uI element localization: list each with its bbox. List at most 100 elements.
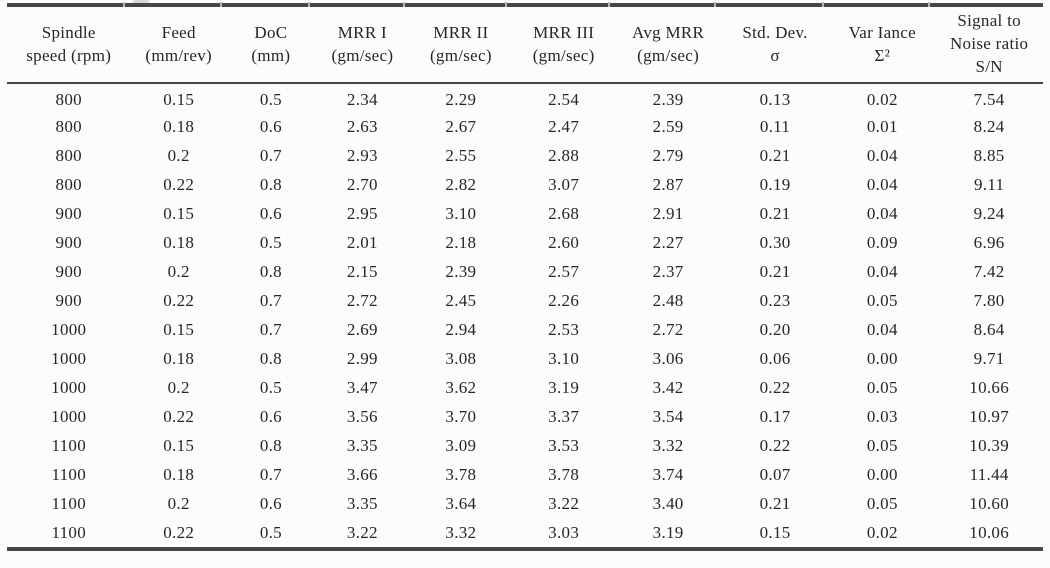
table-cell: 0.15 <box>163 435 195 455</box>
table-cell: 3.07 <box>548 174 580 194</box>
bottom-double-rule <box>7 547 1043 551</box>
table-cell: 0.5 <box>259 232 282 252</box>
table-cell: 3.22 <box>548 493 580 513</box>
table-cell: 2.68 <box>548 203 580 223</box>
table-cell: 0.19 <box>759 174 791 194</box>
table-cell: 0.00 <box>866 348 898 368</box>
table-row: 900 0.15 0.6 2.95 3.10 2.68 2.91 0.21 0.04 9.24 <box>7 199 1043 228</box>
table-cell: 0.03 <box>866 406 898 426</box>
table-cell: 3.09 <box>445 435 477 455</box>
table-cell: 0.2 <box>167 261 190 281</box>
header-mrr-3: MRR III (gm/sec) <box>511 7 616 84</box>
table-cell: 2.45 <box>445 290 477 310</box>
table-cell: 2.57 <box>548 261 580 281</box>
table-cell: 0.17 <box>759 406 791 426</box>
table-cell: 0.8 <box>259 348 282 368</box>
table-cell: 7.80 <box>973 290 1005 310</box>
header-spindle-speed: Spindle speed (rpm) <box>7 7 131 84</box>
header-sn-ratio: Signal to Noise ratio S/N <box>935 7 1043 84</box>
table-cell: 2.39 <box>652 89 684 109</box>
table-cell: 3.40 <box>652 493 684 513</box>
table-cell: 1100 <box>51 493 87 513</box>
table-cell: 3.78 <box>548 464 580 484</box>
header-row: Spindle speed (rpm) Feed (mm/rev) DoC (m… <box>7 7 1043 84</box>
table-row: 1000 0.15 0.7 2.69 2.94 2.53 2.72 0.20 0.04 8.64 <box>7 315 1043 344</box>
table-cell: 3.54 <box>652 406 684 426</box>
table-cell: 3.74 <box>652 464 684 484</box>
header-mrr-2: MRR II (gm/sec) <box>409 7 512 84</box>
table-cell: 9.71 <box>973 348 1005 368</box>
table-cell: 6.96 <box>973 232 1005 252</box>
top-double-rule <box>7 3 1043 7</box>
table-cell: 3.56 <box>346 406 378 426</box>
crop-artifact <box>133 0 149 5</box>
table-cell: 0.04 <box>866 261 898 281</box>
table-cell: 0.6 <box>259 493 282 513</box>
table-cell: 2.39 <box>445 261 477 281</box>
table-row: 900 0.22 0.7 2.72 2.45 2.26 2.48 0.23 0.05 7.80 <box>7 286 1043 315</box>
table-cell: 900 <box>55 203 82 223</box>
table-cell: 3.03 <box>548 522 580 542</box>
table-cell: 2.59 <box>652 116 684 136</box>
tick-mark <box>928 2 930 7</box>
table-cell: 0.15 <box>163 89 195 109</box>
table-cell: 0.6 <box>259 116 282 136</box>
table-cell: 3.64 <box>445 493 477 513</box>
table-cell: 2.91 <box>652 203 684 223</box>
table-cell: 0.04 <box>866 174 898 194</box>
table-cell: 0.04 <box>866 319 898 339</box>
table-cell: 8.64 <box>973 319 1005 339</box>
table-cell: 0.00 <box>866 464 898 484</box>
table-cell: 3.08 <box>445 348 477 368</box>
table-cell: 3.42 <box>652 377 684 397</box>
table-cell: 10.60 <box>969 493 1010 513</box>
table-cell: 0.21 <box>759 145 791 165</box>
table-cell: 2.67 <box>445 116 477 136</box>
table-cell: 2.93 <box>346 145 378 165</box>
table-cell: 2.82 <box>445 174 477 194</box>
table-cell: 0.8 <box>259 174 282 194</box>
table-cell: 900 <box>55 290 82 310</box>
results-table: Spindle speed (rpm) Feed (mm/rev) DoC (m… <box>7 7 1043 547</box>
table-row: 1000 0.18 0.8 2.99 3.08 3.10 3.06 0.06 0.00 9.71 <box>7 344 1043 373</box>
table-cell: 0.30 <box>759 232 791 252</box>
table-cell: 800 <box>55 145 82 165</box>
table-cell: 0.09 <box>866 232 898 252</box>
table-cell: 2.34 <box>346 89 378 109</box>
table-cell: 0.23 <box>759 290 791 310</box>
table-cell: 2.72 <box>346 290 378 310</box>
table-cell: 0.05 <box>866 377 898 397</box>
table-cell: 2.27 <box>652 232 684 252</box>
table-cell: 0.18 <box>163 232 195 252</box>
table-row: 1000 0.2 0.5 3.47 3.62 3.19 3.42 0.22 0.05 10.66 <box>7 373 1043 402</box>
table-cell: 900 <box>55 261 82 281</box>
table-cell: 0.18 <box>163 116 195 136</box>
table-row: 800 0.22 0.8 2.70 2.82 3.07 2.87 0.19 0.04 9.11 <box>7 170 1043 199</box>
table-cell: 2.94 <box>445 319 477 339</box>
table-cell: 2.01 <box>346 232 378 252</box>
table-cell: 0.13 <box>759 89 791 109</box>
table-row: 1100 0.18 0.7 3.66 3.78 3.78 3.74 0.07 0.00 11.44 <box>7 460 1043 489</box>
table-cell: 9.24 <box>973 203 1005 223</box>
table-cell: 0.5 <box>259 377 282 397</box>
table-row: 900 0.18 0.5 2.01 2.18 2.60 2.27 0.30 0.09 6.96 <box>7 228 1043 257</box>
table-cell: 0.8 <box>259 261 282 281</box>
table-cell: 0.6 <box>259 406 282 426</box>
table-cell: 0.21 <box>759 261 791 281</box>
table-cell: 0.06 <box>759 348 791 368</box>
table-cell: 10.06 <box>969 522 1010 542</box>
table-cell: 2.63 <box>346 116 378 136</box>
table-cell: 3.19 <box>652 522 684 542</box>
table-cell: 2.87 <box>652 174 684 194</box>
table-cell: 3.19 <box>548 377 580 397</box>
table-header: Spindle speed (rpm) Feed (mm/rev) DoC (m… <box>7 7 1043 84</box>
table-cell: 7.42 <box>973 261 1005 281</box>
table-row: 800 0.15 0.5 2.34 2.29 2.54 2.39 0.13 0.02 7.54 <box>7 83 1043 112</box>
header-feed: Feed (mm/rev) <box>130 7 227 84</box>
table-cell: 2.15 <box>346 261 378 281</box>
table-cell: 0.2 <box>167 493 190 513</box>
table-row: 1100 0.22 0.5 3.22 3.32 3.03 3.19 0.15 0.02 10.06 <box>7 518 1043 547</box>
table-cell: 0.18 <box>163 464 195 484</box>
tick-mark <box>403 2 405 7</box>
table-row: 800 0.18 0.6 2.63 2.67 2.47 2.59 0.11 0.01 8.24 <box>7 112 1043 141</box>
